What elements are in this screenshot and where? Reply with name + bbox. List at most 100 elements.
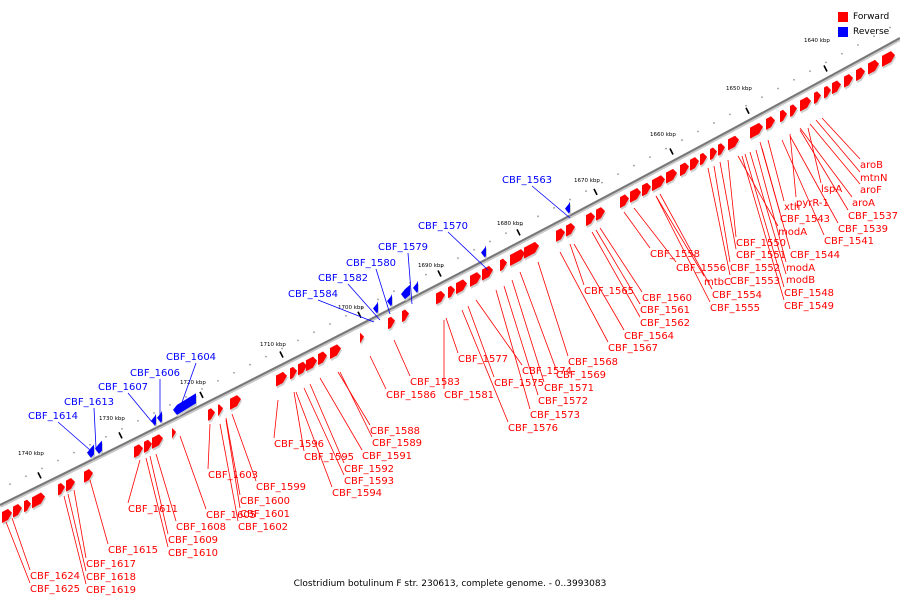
forward-gene-label: CBF_1588 [370,426,420,437]
forward-gene-label: CBF_1611 [128,504,178,515]
forward-gene-leader [781,139,825,236]
forward-gene-label: CBF_1564 [624,331,674,342]
scale-dot [297,339,299,342]
scale-tick-label: 1650 kbp [726,86,752,92]
reverse-gene-label: CBF_1570 [418,221,468,232]
scale-dot [457,257,459,259]
forward-gene-leader [655,195,711,303]
forward-gene [218,404,223,416]
forward-gene-leader [303,387,345,476]
forward-gene-leader [737,155,779,227]
scale-dot [57,459,59,462]
forward-gene [856,67,865,82]
scale-dot [41,467,43,470]
forward-gene [718,143,725,156]
forward-gene-leader [63,495,87,585]
scale-tick [37,472,42,479]
reverse-gene [151,413,156,426]
scale-dot [585,190,587,192]
forward-gene-label: CBF_1576 [508,423,558,434]
forward-gene [596,207,605,221]
reverse-gene-leader [407,252,413,305]
forward-gene-label: modA [786,263,815,274]
forward-gene-label: CBF_1599 [256,482,306,493]
forward-gene [360,332,364,344]
forward-gene-label: CBF_1560 [642,293,692,304]
scale-dot [185,396,187,398]
forward-gene-label: CBF_1544 [790,250,840,261]
scale-dot [761,96,763,99]
reverse-gene-leader [347,283,381,321]
forward-gene-label: CBF_1575 [494,378,544,389]
forward-gene-label: CBF_1552 [730,263,780,274]
forward-gene-label: xth [784,202,800,213]
scale-dot [265,355,267,358]
scale-dot [697,130,699,133]
forward-gene-label: CBF_1603 [208,470,258,481]
forward-gene [750,122,763,139]
forward-gene-leader [231,413,257,482]
scale-dot [89,443,91,446]
reverse-gene-label: CBF_1613 [64,397,114,408]
forward-swatch [838,11,848,22]
scale-tick-label: 1690 kbp [418,263,444,269]
forward-gene-label: CBF_1565 [584,286,634,297]
forward-gene [680,162,689,177]
scale-dot [569,198,571,201]
reverse-gene-label: CBF_1606 [130,368,180,379]
forward-gene-leader [511,279,545,383]
forward-gene [710,147,717,161]
forward-gene [134,444,143,458]
forward-gene-label: CBF_1573 [530,410,580,421]
forward-gene-leader [659,193,713,290]
forward-gene-leader [445,317,459,354]
scale-dot [633,164,635,167]
forward-gene-leader [225,417,241,496]
forward-gene-label: CBF_1562 [640,318,690,329]
scale-dot [521,223,523,226]
legend-forward: Forward [838,9,889,24]
forward-gene-label: CBF_1594 [332,488,382,499]
forward-gene-leader [761,147,791,250]
genome-caption: Clostridium botulinum F str. 230613, com… [293,579,607,589]
reverse-gene-leader [57,421,91,451]
forward-gene [700,152,707,166]
forward-gene [620,194,629,209]
forward-gene [728,135,739,151]
forward-gene-leader [495,289,531,410]
forward-gene-leader [569,243,585,286]
forward-gene-leader [339,371,373,438]
forward-gene-label: CBF_1602 [238,522,288,533]
reverse-gene [401,284,410,300]
forward-gene-label: CBF_1549 [784,301,834,312]
forward-gene-label: CBF_1548 [784,288,834,299]
reverse-gene-leader [93,407,97,449]
forward-gene-leader [461,309,509,423]
forward-gene-leader [519,271,557,370]
forward-gene-label: CBF_1624 [30,571,80,582]
forward-gene-label: CBF_1541 [824,236,874,247]
forward-gene-label: mtnN [860,173,887,184]
reverse-gene-leader [375,268,391,315]
forward-gene-leader [789,135,839,224]
forward-gene-leader [179,435,207,510]
forward-gene-label: CBF_1567 [608,343,658,354]
reverse-gene-label: CBF_1582 [318,273,368,284]
forward-gene-label: CBF_1586 [386,390,436,401]
scale-tick-label: 1640 kbp [804,38,830,44]
forward-gene [586,212,595,227]
forward-gene-label: CBF_1608 [176,522,226,533]
forward-gene-label: CBF_1609 [168,535,218,546]
scale-dot [153,412,155,414]
forward-gene [556,228,565,242]
scale-dot [713,122,715,124]
forward-gene-label: lspA [821,184,842,195]
forward-gene-leader [807,127,822,184]
forward-gene-label: aroF [860,185,882,196]
forward-gene-leader [815,119,861,173]
forward-gene-leader [295,391,333,488]
scale-tick [199,391,204,399]
scale-tick-label: 1670 kbp [574,178,600,184]
forward-gene-leader [11,517,31,571]
